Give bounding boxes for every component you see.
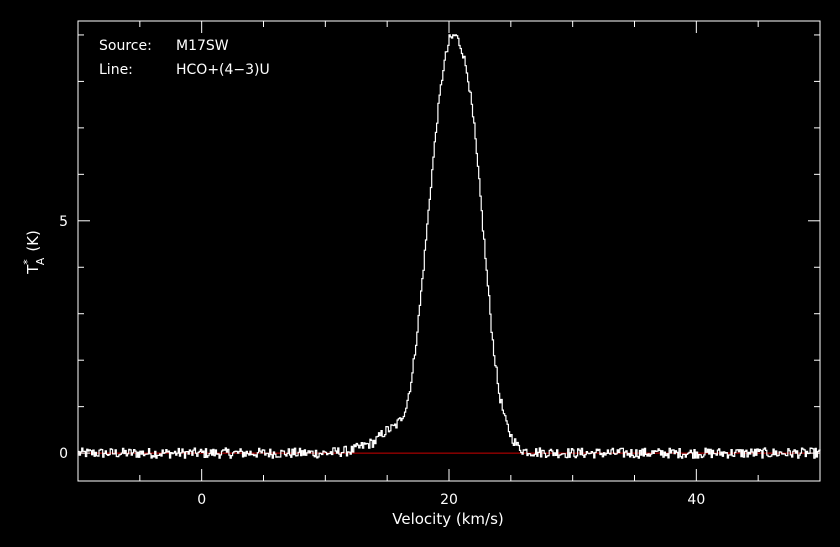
y-axis-title-superscript: * [21, 259, 34, 265]
source-value: M17SW [176, 38, 229, 54]
x-tick-label: 0 [197, 492, 206, 508]
spectrum-series [78, 34, 821, 459]
y-axis-title-unit: (K) [24, 230, 42, 252]
svg-text:T*A(K): T*A (K) [21, 230, 47, 275]
x-tick-label: 40 [687, 492, 705, 508]
x-axis-title: Velocity (km/s) [392, 510, 503, 528]
y-axis-title-symbol: T [24, 264, 42, 275]
line-value: HCO+(4−3)U [176, 62, 270, 78]
spectrum-line [78, 34, 821, 459]
source-label: Source: [99, 38, 152, 54]
y-axis-title-subscript: A [34, 257, 47, 265]
y-tick-label: 0 [59, 446, 68, 462]
y-tick-label: 5 [59, 214, 68, 230]
x-tick-label: 20 [440, 492, 458, 508]
line-label: Line: [99, 62, 133, 78]
y-axis-title: T*A (K) [21, 230, 47, 275]
axis-ticks: 0 20 40 0 5 [59, 21, 821, 508]
